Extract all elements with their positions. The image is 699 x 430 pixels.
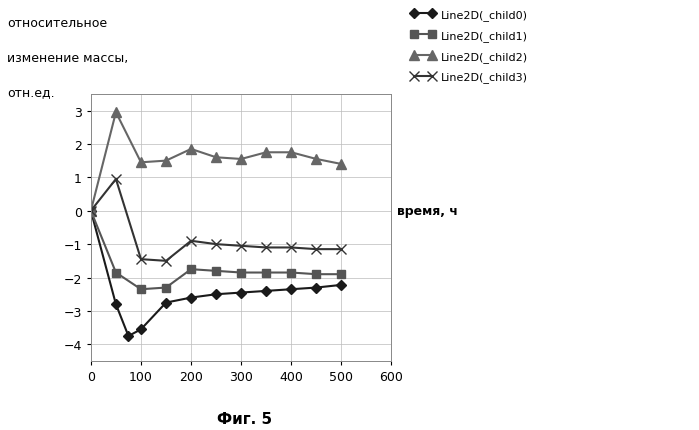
Text: отн.ед.: отн.ед.	[7, 86, 55, 99]
Text: относительное: относительное	[7, 17, 107, 30]
Text: изменение массы,: изменение массы,	[7, 52, 128, 64]
Text: Фиг. 5: Фиг. 5	[217, 411, 272, 426]
Text: время, ч: время, ч	[398, 205, 459, 218]
Legend: Line2D(_child0), Line2D(_child1), Line2D(_child2), Line2D(_child3): Line2D(_child0), Line2D(_child1), Line2D…	[411, 10, 528, 83]
